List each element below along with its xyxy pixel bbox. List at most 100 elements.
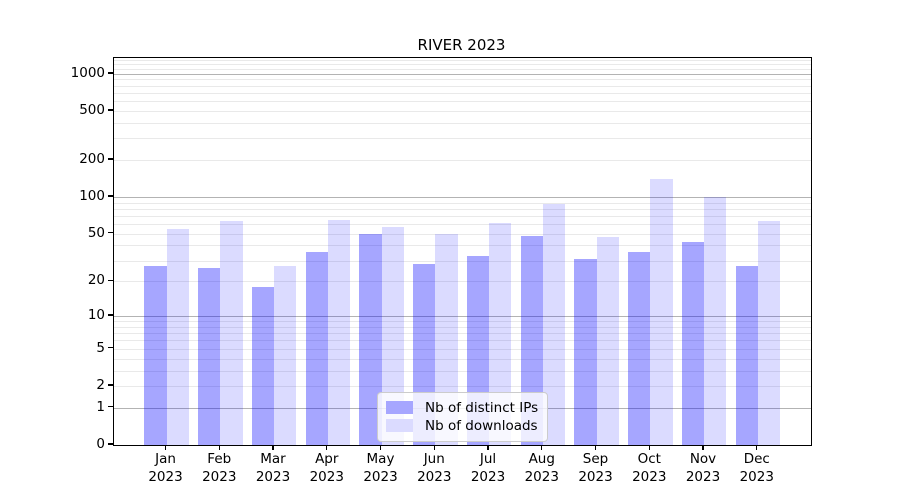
minor-gridline bbox=[114, 79, 811, 81]
minor-gridline bbox=[114, 348, 811, 350]
y-tick-label: 1000 bbox=[70, 64, 105, 81]
x-tick-label-aug: Aug 2023 bbox=[524, 451, 559, 485]
x-tick-label-feb: Feb 2023 bbox=[202, 451, 237, 485]
bar-downloads-may bbox=[381, 226, 404, 445]
minor-gridline bbox=[114, 92, 811, 94]
minor-gridline bbox=[114, 358, 811, 360]
major-gridline bbox=[114, 316, 811, 318]
minor-gridline bbox=[114, 281, 811, 283]
bar-downloads-dec bbox=[757, 220, 780, 445]
x-tick-mark bbox=[218, 445, 220, 450]
x-tick-label-apr: Apr 2023 bbox=[309, 451, 344, 485]
bar-distinct-ips-jan bbox=[144, 265, 167, 445]
bar-downloads-jan bbox=[166, 228, 189, 445]
y-tick-label: 2 bbox=[96, 376, 105, 393]
y-tick-label: 1 bbox=[96, 398, 105, 415]
legend-label-downloads: Nb of downloads bbox=[425, 417, 538, 434]
y-tick-mark bbox=[108, 72, 113, 74]
minor-gridline bbox=[114, 321, 811, 323]
bar-downloads-aug bbox=[542, 204, 565, 445]
x-tick-mark bbox=[272, 445, 274, 450]
y-tick-label: 5 bbox=[96, 339, 105, 356]
x-tick-label-oct: Oct 2023 bbox=[632, 451, 667, 485]
y-tick-label: 50 bbox=[87, 224, 105, 241]
y-tick-mark bbox=[108, 195, 113, 197]
y-tick-label: 0 bbox=[96, 436, 105, 452]
x-tick-label-sep: Sep 2023 bbox=[578, 451, 613, 485]
x-tick-mark bbox=[648, 445, 650, 450]
y-tick-mark bbox=[108, 314, 113, 316]
y-tick-label: 200 bbox=[79, 151, 105, 168]
legend-swatch-distinct-ips bbox=[386, 401, 413, 414]
minor-gridline bbox=[114, 385, 811, 387]
x-tick-label-nov: Nov 2023 bbox=[685, 451, 721, 485]
chart-title: RIVER 2023 bbox=[417, 36, 506, 54]
legend-item-distinct-ips: Nb of distinct IPs bbox=[386, 399, 538, 416]
bar-distinct-ips-feb bbox=[198, 267, 221, 445]
x-tick-mark bbox=[594, 445, 597, 450]
x-tick-mark bbox=[541, 445, 543, 450]
bar-downloads-apr bbox=[327, 219, 350, 445]
bar-distinct-ips-dec bbox=[735, 265, 758, 445]
y-tick-mark bbox=[108, 347, 113, 349]
x-tick-label-mar: Mar 2023 bbox=[255, 451, 291, 485]
y-tick-mark bbox=[108, 443, 113, 445]
y-tick-mark bbox=[108, 279, 113, 282]
legend: Nb of distinct IPs Nb of downloads bbox=[377, 392, 548, 442]
y-tick-label: 100 bbox=[79, 188, 105, 205]
x-tick-mark bbox=[756, 445, 758, 450]
minor-gridline bbox=[114, 138, 811, 140]
minor-gridline bbox=[114, 208, 811, 210]
x-tick-label-jul: Jul 2023 bbox=[470, 451, 506, 485]
minor-gridline bbox=[114, 122, 811, 124]
minor-gridline bbox=[114, 245, 811, 247]
bar-distinct-ips-oct bbox=[628, 252, 651, 445]
major-gridline bbox=[114, 197, 811, 199]
y-tick-mark bbox=[108, 384, 113, 386]
x-tick-mark bbox=[487, 445, 489, 450]
minor-gridline bbox=[114, 224, 811, 226]
y-tick-mark bbox=[108, 158, 113, 160]
bar-distinct-ips-may bbox=[359, 233, 382, 445]
x-tick-label-jan: Jan 2023 bbox=[148, 451, 183, 485]
x-tick-mark bbox=[702, 445, 704, 450]
minor-gridline bbox=[114, 202, 811, 204]
x-tick-label-dec: Dec 2023 bbox=[739, 451, 774, 485]
minor-gridline bbox=[114, 101, 811, 103]
legend-item-downloads: Nb of downloads bbox=[386, 417, 538, 434]
minor-gridline bbox=[114, 260, 811, 262]
y-tick-label: 500 bbox=[79, 102, 105, 118]
y-tick-mark bbox=[108, 406, 113, 408]
minor-gridline bbox=[114, 59, 811, 61]
bar-downloads-mar bbox=[274, 265, 297, 445]
minor-gridline bbox=[114, 85, 811, 87]
minor-gridline bbox=[114, 370, 811, 372]
minor-gridline bbox=[114, 215, 811, 217]
legend-swatch-downloads bbox=[386, 419, 413, 432]
minor-gridline bbox=[114, 111, 811, 112]
bar-downloads-jul bbox=[489, 223, 512, 445]
y-tick-mark bbox=[108, 109, 113, 111]
major-gridline bbox=[114, 73, 811, 75]
bar-downloads-nov bbox=[704, 197, 727, 445]
x-tick-mark bbox=[164, 445, 167, 450]
bar-distinct-ips-sep bbox=[574, 258, 597, 445]
minor-gridline bbox=[114, 233, 811, 235]
x-tick-mark bbox=[433, 445, 435, 450]
minor-gridline bbox=[114, 340, 811, 342]
minor-gridline bbox=[114, 160, 811, 162]
minor-gridline bbox=[114, 333, 811, 335]
bar-distinct-ips-apr bbox=[305, 252, 328, 445]
y-tick-label: 20 bbox=[87, 272, 105, 289]
x-tick-mark bbox=[326, 445, 328, 450]
x-tick-label-jun: Jun 2023 bbox=[417, 451, 452, 485]
y-tick-label: 10 bbox=[87, 307, 105, 324]
bar-downloads-oct bbox=[650, 179, 673, 445]
y-tick-mark bbox=[108, 232, 113, 234]
minor-gridline bbox=[114, 326, 811, 328]
x-tick-label-may: May 2023 bbox=[363, 451, 398, 485]
minor-gridline bbox=[114, 68, 811, 70]
bar-downloads-sep bbox=[596, 237, 619, 445]
x-tick-mark bbox=[379, 445, 382, 450]
